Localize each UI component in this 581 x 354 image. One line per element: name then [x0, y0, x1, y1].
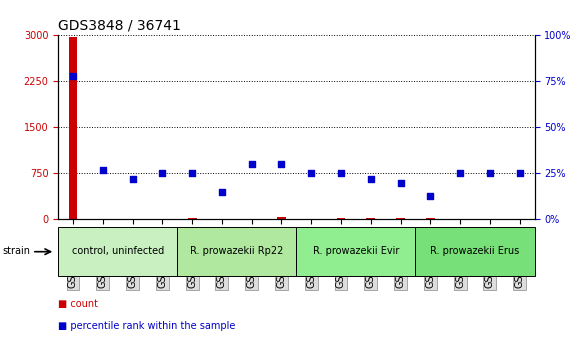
Point	[157, 171, 167, 176]
Text: R. prowazekii Erus: R. prowazekii Erus	[431, 246, 519, 256]
Bar	[366, 218, 375, 219]
Point	[396, 180, 405, 185]
Text: ■ percentile rank within the sample: ■ percentile rank within the sample	[58, 321, 235, 331]
Point	[426, 193, 435, 198]
Text: R. prowazekii Rp22: R. prowazekii Rp22	[190, 246, 284, 256]
Text: strain: strain	[3, 246, 31, 256]
Point	[336, 171, 346, 176]
Point	[128, 176, 137, 182]
Bar	[188, 218, 196, 219]
Point	[69, 73, 78, 79]
Point	[277, 161, 286, 167]
Bar	[336, 218, 346, 219]
Text: R. prowazekii Evir: R. prowazekii Evir	[313, 246, 399, 256]
Point	[247, 161, 256, 167]
Text: control, uninfected: control, uninfected	[71, 246, 164, 256]
Bar	[396, 218, 405, 219]
Point	[217, 189, 227, 195]
Point	[485, 171, 494, 176]
Point	[366, 176, 375, 182]
Point	[98, 167, 107, 173]
Text: ■ count: ■ count	[58, 299, 98, 309]
Point	[456, 171, 465, 176]
Point	[515, 171, 524, 176]
Text: GDS3848 / 36741: GDS3848 / 36741	[58, 19, 181, 33]
Point	[188, 171, 197, 176]
Point	[307, 171, 316, 176]
Bar	[69, 36, 77, 219]
Bar	[277, 217, 286, 219]
Bar	[426, 218, 435, 219]
